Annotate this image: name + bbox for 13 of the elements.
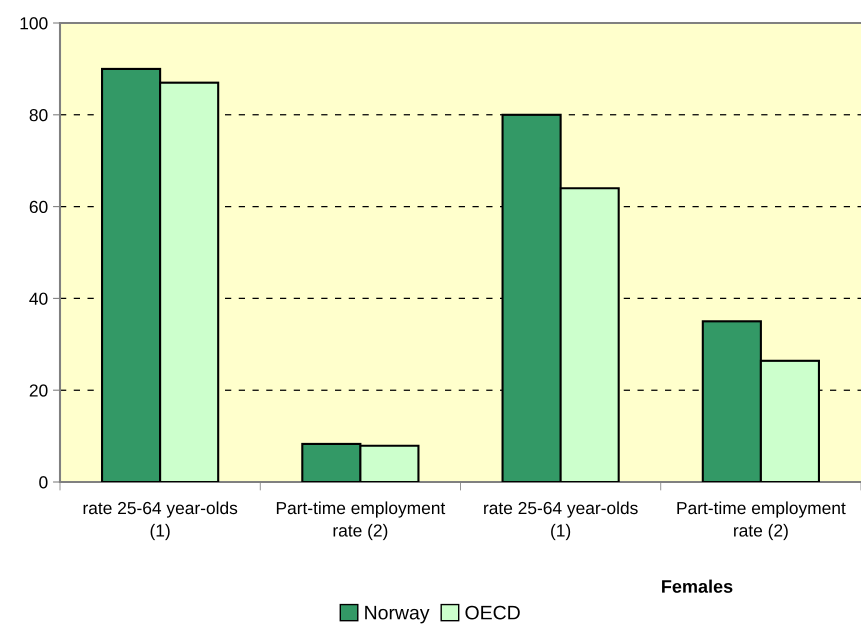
y-tick-label: 20 [30,384,48,397]
y-tick-label: 0 [39,476,48,488]
y-tick-label: 40 [29,292,48,305]
y-tick-label: 80 [30,108,48,122]
y-tick-label: 60 [30,200,48,214]
x-axis-title: Females [662,580,732,593]
x-tick-label: Part-time employment rate (2) [677,501,846,540]
x-tick-label: Part-time employment rate (2) [276,501,446,540]
legend-label: Norway [365,606,430,624]
x-tick-label: rate 25-64 year-olds (1) [484,501,638,540]
x-tick-label: rate 25-64 year-olds (1) [84,501,238,540]
legend-label: OECD [465,606,520,620]
y-tick-label: 100 [20,17,48,30]
